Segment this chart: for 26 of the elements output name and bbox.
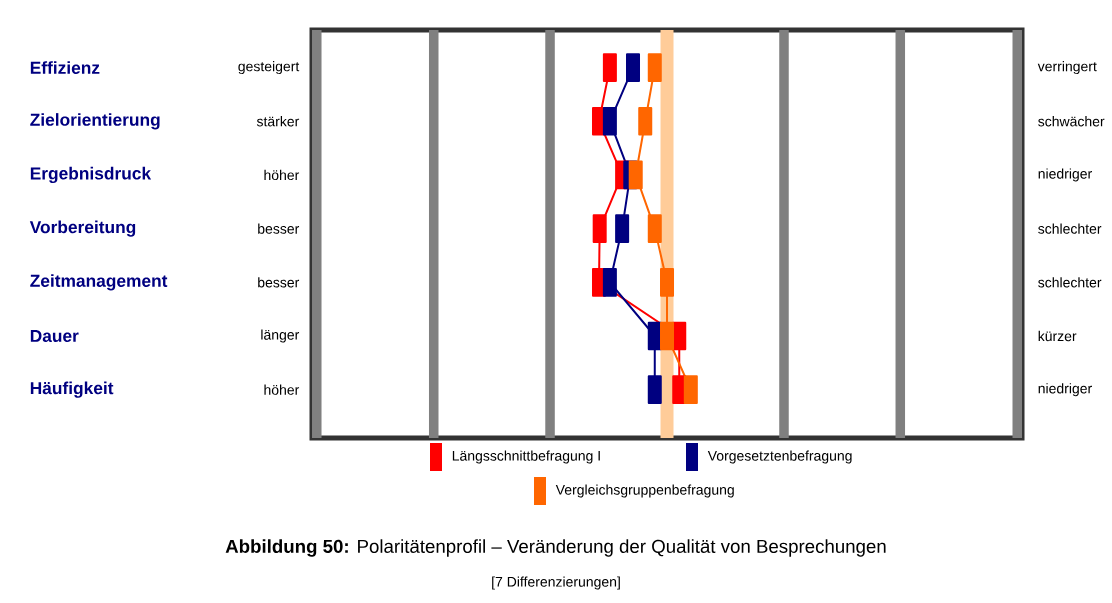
text: schwächer — [1038, 116, 1105, 127]
y-tick-label: Effizienz — [30, 61, 100, 74]
text: schlechter — [1038, 223, 1102, 234]
text: höher — [264, 169, 300, 181]
y-tick-label: Ergebnisdruck — [30, 166, 152, 184]
legend-label: Vergleichsgruppenbefragung — [555, 484, 734, 498]
legend-label: Längsschnittbefragung I — [452, 450, 600, 464]
text: Abbildung 50: Polaritätenprofil – Veränderung der Qualität von Besprechungen — [225, 539, 886, 557]
y-tick-label: Zielorientierung — [30, 113, 160, 130]
legend-label: Vorgesetztenbefragung — [707, 450, 852, 464]
y-tick-label: Dauer — [30, 329, 79, 343]
text: besser — [258, 277, 300, 288]
y-tick-label: Häufigkeit — [30, 381, 114, 398]
text: kürzer — [1038, 330, 1077, 342]
text: länger — [261, 329, 300, 343]
text: verringert — [1037, 61, 1097, 75]
text: stärker — [256, 116, 300, 127]
text: höher — [264, 384, 300, 395]
text: [7 Differenzierungen] — [492, 576, 620, 590]
y-tick-label: Vorbereitung — [29, 220, 136, 237]
text: niedriger — [1038, 168, 1092, 182]
y-tick-label: Zeitmanagement — [30, 274, 168, 291]
text: niedriger — [1038, 383, 1092, 397]
text: schlechter — [1038, 277, 1102, 288]
text: besser — [258, 223, 300, 234]
text: gesteigert — [238, 61, 300, 75]
